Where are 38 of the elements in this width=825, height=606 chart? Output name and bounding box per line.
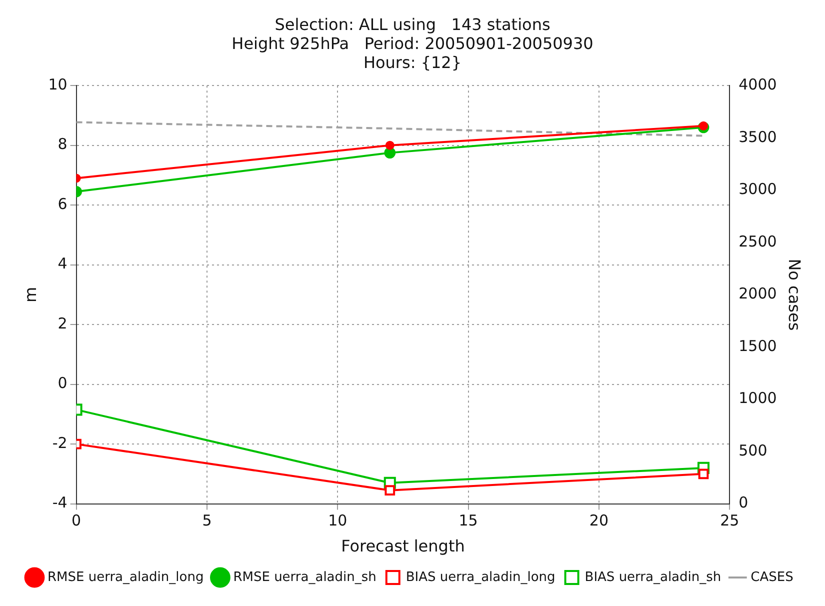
x-tick-label: 15	[458, 512, 478, 530]
y-tick-label: -4	[52, 494, 68, 512]
x-tick-label: 20	[589, 512, 609, 530]
y-tick-label: -2	[52, 434, 68, 452]
y-tick-label: 0	[58, 374, 68, 392]
y-tick-label: 6	[58, 194, 68, 213]
y2-tick-label: 0	[738, 494, 748, 512]
y2-tick-label: 3500	[738, 128, 777, 146]
legend-label: BIAS uerra_aladin_long	[406, 570, 556, 585]
point	[384, 485, 396, 496]
y2-tick-label: 2000	[738, 284, 777, 303]
legend-label: RMSE uerra_aladin_long	[48, 570, 204, 585]
point	[384, 147, 396, 159]
y2-tick-label: 4000	[738, 75, 777, 94]
y2-axis-title: No cases	[785, 258, 804, 331]
point	[698, 468, 709, 480]
y2-tick-label: 3000	[738, 180, 777, 198]
x-tick-label: 10	[328, 512, 348, 530]
point	[385, 140, 394, 150]
y-tick-label: 2	[58, 314, 68, 332]
y2-tick-label: 1000	[738, 389, 777, 408]
legend-label: RMSE uerra_aladin_sh	[233, 570, 376, 585]
legend-label: BIAS uerra_aladin_sh	[584, 570, 722, 585]
point	[698, 121, 708, 130]
y2-tick-label: 2500	[738, 232, 777, 250]
y-tick-label: 8	[58, 135, 68, 154]
y-axis-title: m	[20, 286, 40, 302]
chart-subtitle: Height 925hPa Period: 20050901-20050930 Hours: {12}	[232, 34, 594, 72]
y2-tick-label: 1500	[738, 336, 777, 355]
chart-title: Selection: ALL using 143 stations	[274, 14, 550, 34]
y-tick-label: 4	[58, 254, 68, 273]
y-tick-label: 10	[48, 75, 68, 94]
x-axis-title: Forecast length	[341, 536, 465, 556]
legend-label: CASES	[750, 570, 794, 585]
y2-tick-label: 500	[738, 441, 768, 460]
x-tick-label: 5	[202, 512, 212, 530]
x-tick-label: 25	[720, 512, 740, 530]
x-tick-label: 0	[72, 512, 82, 530]
